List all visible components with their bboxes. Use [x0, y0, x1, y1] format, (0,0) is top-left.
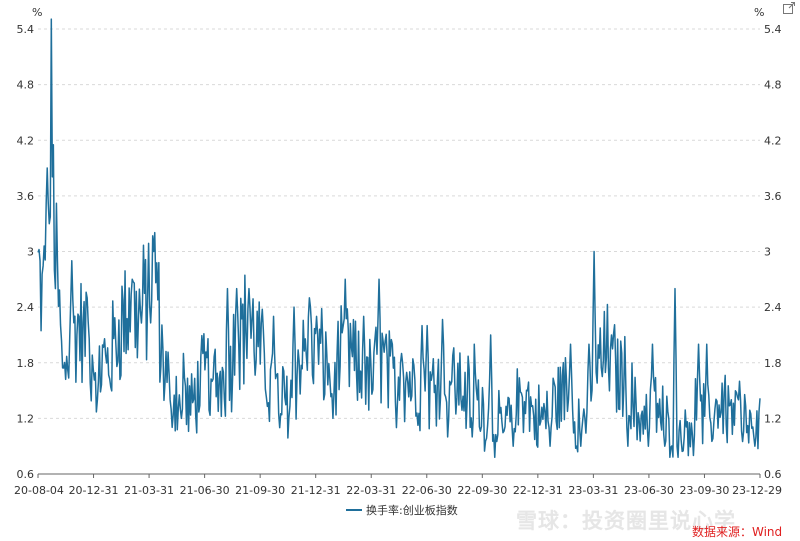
x-tick-label: 21-12-31 [291, 484, 341, 497]
series-line [37, 18, 761, 459]
x-tick-label: 22-12-31 [513, 484, 563, 497]
x-axis: 20-08-04 20-12-31 21-03-31 21-06-30 21-09-30… [14, 473, 782, 497]
x-tick-label: 23-09-30 [679, 484, 729, 497]
export-icon[interactable] [782, 1, 796, 15]
legend[interactable]: 换手率:创业板指数 [346, 503, 458, 517]
x-tick-label: 22-03-31 [346, 484, 396, 497]
x-tick-label: 21-03-31 [124, 484, 174, 497]
x-tick-label: 22-09-30 [457, 484, 507, 497]
y-tick-label-left: 4.2 [17, 134, 35, 147]
x-tick-label: 23-12-29 [732, 484, 782, 497]
y-tick-label-right: 0.6 [764, 468, 782, 481]
y-axis-left: 0.6 1.2 1.8 2.4 3 3.6 4.2 4.8 5.4 [17, 23, 35, 481]
x-tick-label: 21-09-30 [235, 484, 285, 497]
y-tick-label-left: 2.4 [17, 301, 35, 314]
x-tick-label: 21-06-30 [180, 484, 230, 497]
legend-label: 换手率:创业板指数 [366, 503, 458, 517]
y-tick-label-right: 1.2 [764, 412, 782, 425]
x-tick-label: 20-08-04 [14, 484, 64, 497]
series-layer [37, 18, 761, 459]
x-tick-label: 23-03-31 [568, 484, 618, 497]
x-tick-label: 22-06-30 [402, 484, 452, 497]
y-axis-right: 0.6 1.2 1.8 2.4 3 3.6 4.2 4.8 5.4 [764, 23, 782, 481]
data-source-label: 数据来源：Wind [692, 525, 783, 539]
y-tick-label-right: 4.8 [764, 79, 782, 92]
y-axis-unit-left: % [32, 6, 42, 19]
y-tick-label-left: 5.4 [17, 23, 35, 36]
y-axis-unit-right: % [754, 6, 764, 19]
y-tick-label-left: 1.8 [17, 357, 35, 370]
y-tick-label-right: 2.4 [764, 301, 782, 314]
y-tick-label-left: 3 [27, 246, 34, 259]
y-tick-label-left: 3.6 [17, 190, 35, 203]
y-tick-label-right: 3 [764, 246, 771, 259]
y-tick-label-left: 0.6 [17, 468, 35, 481]
y-tick-label-right: 4.2 [764, 134, 782, 147]
watermark: 雪球：投资圈里说心学 [516, 509, 736, 533]
x-tick-label: 23-06-30 [624, 484, 674, 497]
y-tick-label-right: 5.4 [764, 23, 782, 36]
gridlines [38, 28, 760, 419]
y-tick-label-left: 1.2 [17, 412, 35, 425]
y-tick-label-right: 1.8 [764, 357, 782, 370]
y-tick-label-right: 3.6 [764, 190, 782, 203]
x-tick-label: 20-12-31 [69, 484, 119, 497]
y-tick-label-left: 4.8 [17, 79, 35, 92]
